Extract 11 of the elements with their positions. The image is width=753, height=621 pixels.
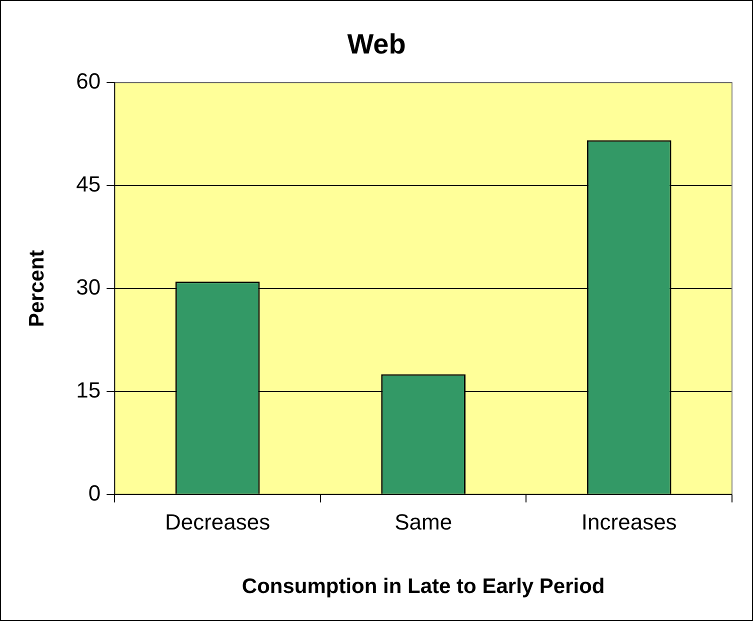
chart-title: Web bbox=[347, 28, 406, 60]
x-axis-title: Consumption in Late to Early Period bbox=[242, 575, 605, 598]
y-tick-label: 30 bbox=[76, 274, 101, 300]
x-tick-label: Decreases bbox=[164, 510, 270, 535]
y-tick-label: 15 bbox=[76, 378, 101, 403]
y-axis-title: Percent bbox=[25, 250, 48, 328]
y-tick-label: 0 bbox=[88, 480, 101, 506]
y-tick-label: 45 bbox=[76, 172, 101, 197]
y-tick-label: 60 bbox=[76, 68, 101, 94]
x-tick-label: Same bbox=[394, 510, 452, 535]
x-tick-label: Increases bbox=[581, 510, 677, 535]
